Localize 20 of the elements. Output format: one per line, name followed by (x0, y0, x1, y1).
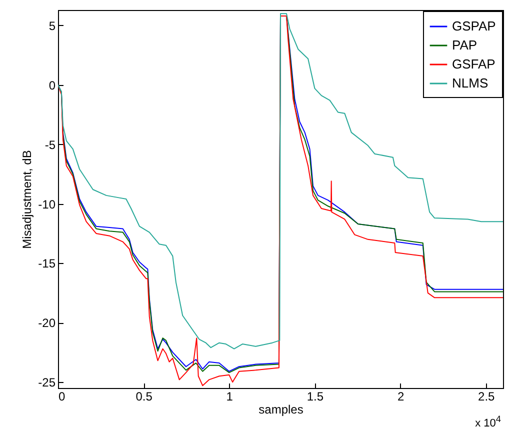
x-tick-label: 0.5 (136, 390, 153, 404)
y-tick-label: -10 (38, 197, 56, 212)
legend-label: GSPAP (452, 18, 496, 34)
y-axis-title: Misadjustment, dB (20, 150, 34, 249)
legend-label: PAP (452, 38, 478, 52)
x-tick-label: 1 (226, 390, 234, 404)
y-tick-label: 0 (48, 78, 56, 92)
x-tick-label: 2.5 (478, 390, 496, 404)
x-tick-label: 1.5 (306, 390, 324, 404)
x-tick-label: 0 (58, 390, 66, 404)
legend-label: NLMS (452, 76, 488, 90)
y-tick-label: -20 (38, 316, 56, 330)
legend-label: GSFAP (452, 56, 496, 72)
x-tick-label: 2 (397, 390, 404, 404)
x-axis-title: samples (258, 402, 304, 416)
y-tick-label: -25 (38, 376, 56, 390)
y-tick-label: -15 (38, 256, 56, 271)
text: x 10$^{4}$ (475, 414, 501, 430)
y-tick-label: 5 (48, 18, 56, 33)
y-tick-label: -5 (44, 138, 56, 152)
